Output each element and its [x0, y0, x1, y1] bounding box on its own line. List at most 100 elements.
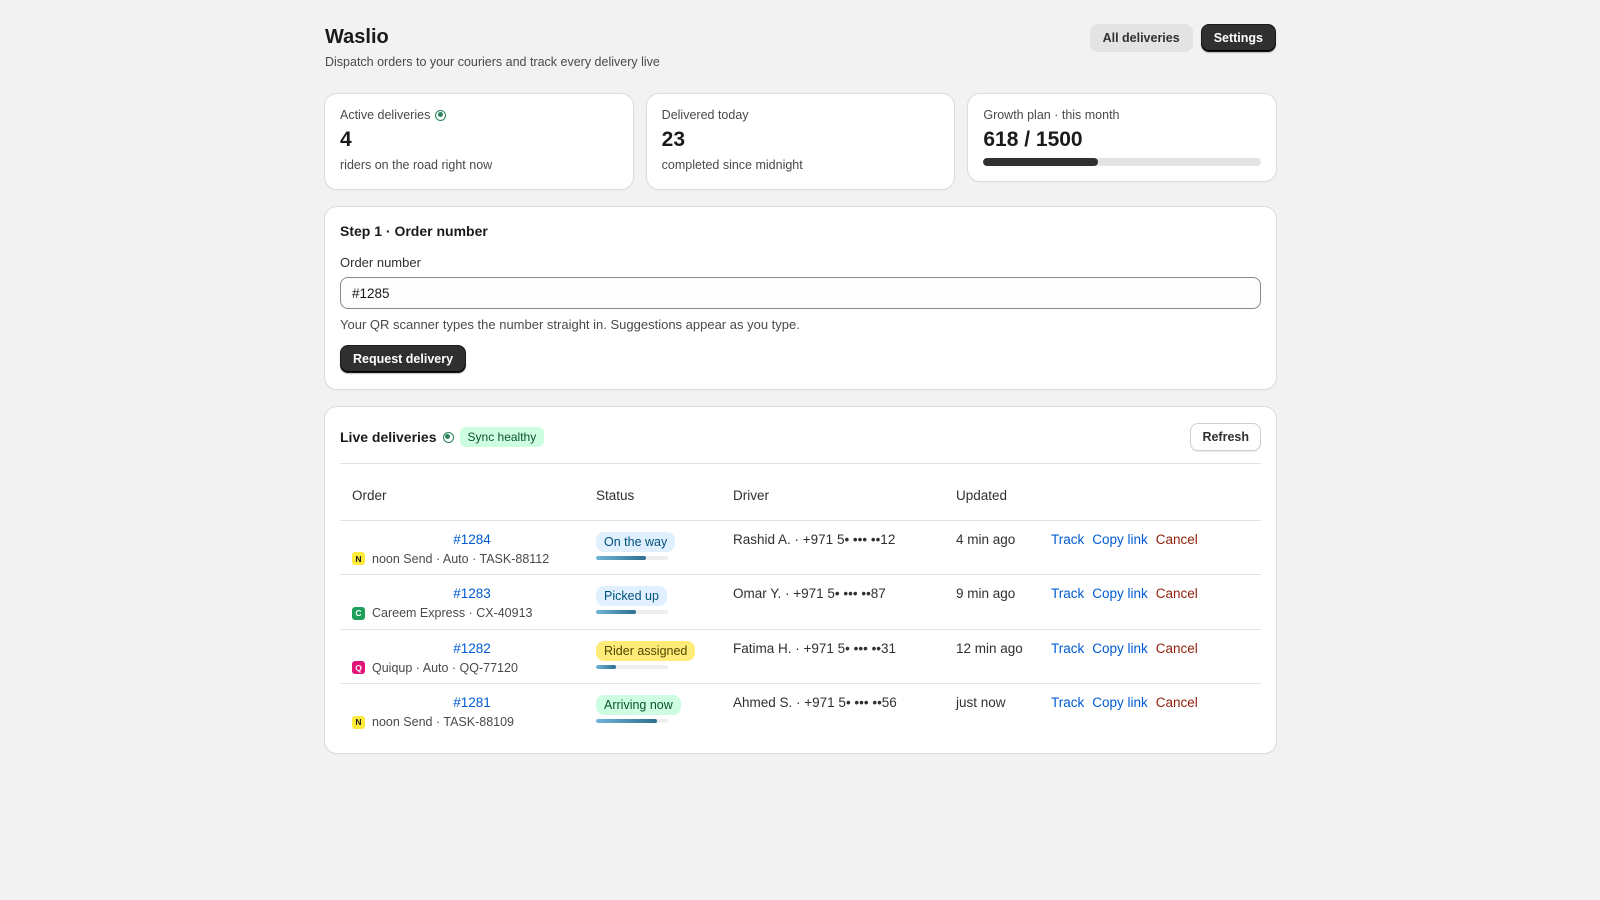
request-delivery-button[interactable]: Request delivery [340, 345, 467, 373]
updated-text: just now [956, 695, 1006, 710]
updated-cell: just now [956, 684, 1051, 739]
driver-text: Ahmed S. · +971 5• ••• ••56 [733, 695, 897, 710]
active-deliveries-value: 4 [340, 128, 352, 151]
header-actions: All deliveries Settings [1089, 24, 1276, 52]
copy-link-link[interactable]: Copy link [1092, 640, 1148, 656]
delivery-progress-bar [596, 555, 668, 560]
delivered-today-label: Delivered today [661, 108, 749, 122]
column-header-driver: Driver [733, 464, 956, 521]
live-deliveries-card: Live deliveries Sync healthy Refresh Ord… [325, 407, 1276, 753]
order-cell: #1283 C Careem Express · CX-40913 [340, 574, 596, 630]
order-number-help-text: Your QR scanner types the number straigh… [340, 317, 800, 332]
sync-status-icon [442, 431, 454, 443]
status-badge: On the way [596, 531, 676, 552]
table-row: #1284 N noon Send · Auto · TASK-88112 On… [340, 520, 1261, 575]
order-link[interactable]: #1283 [453, 586, 491, 601]
delivered-today-value: 23 [661, 128, 686, 151]
deliveries-table: Order Status Driver Updated #1284 N noon… [340, 464, 1261, 738]
track-link[interactable]: Track [1051, 640, 1085, 656]
delivered-today-sub: completed since midnight [661, 158, 803, 172]
active-deliveries-sub: riders on the road right now [340, 158, 493, 172]
driver-text: Fatima H. · +971 5• ••• ••31 [733, 640, 897, 656]
live-deliveries-header: Live deliveries Sync healthy Refresh [340, 423, 1261, 451]
order-cell: #1282 Q Quiqup · Auto · QQ-77120 [340, 629, 596, 684]
courier-logo-icon: Q [352, 661, 365, 674]
courier-logo-icon: N [352, 715, 365, 729]
growth-plan-usage: 618 / 1500 [983, 128, 1083, 151]
order-meta: N noon Send · TASK-88109 [352, 715, 596, 729]
actions-cell: Track Copy link Cancel [1051, 520, 1261, 575]
courier-meta-text: noon Send · TASK-88109 [372, 715, 514, 729]
status-badge: Rider assigned [596, 640, 696, 661]
delivery-progress-fill [596, 664, 617, 669]
row-actions: Track Copy link Cancel [1051, 641, 1261, 656]
growth-plan-label: Growth plan · this month [983, 108, 1120, 122]
status-badge: Picked up [596, 586, 667, 606]
copy-link-link[interactable]: Copy link [1092, 586, 1148, 601]
updated-text: 9 min ago [956, 586, 1016, 601]
all-deliveries-button[interactable]: All deliveries [1089, 24, 1193, 52]
driver-cell: Rashid A. · +971 5• ••• ••12 [733, 520, 956, 575]
delivery-progress-bar [596, 719, 668, 723]
cancel-link[interactable]: Cancel [1155, 531, 1198, 547]
updated-cell: 12 min ago [956, 629, 1051, 684]
growth-plan-progress-fill [983, 158, 1098, 166]
updated-text: 12 min ago [956, 640, 1023, 656]
track-link[interactable]: Track [1051, 695, 1085, 710]
updated-cell: 4 min ago [956, 520, 1051, 575]
track-link[interactable]: Track [1051, 586, 1085, 601]
sync-status-badge: Sync healthy [459, 427, 545, 447]
row-actions: Track Copy link Cancel [1051, 532, 1261, 547]
actions-cell: Track Copy link Cancel [1051, 684, 1261, 739]
delivery-progress-fill [596, 610, 636, 614]
driver-text: Rashid A. · +971 5• ••• ••12 [733, 531, 896, 547]
settings-button[interactable]: Settings [1200, 24, 1276, 52]
stats-row: Active deliveries 4 riders on the road r… [325, 94, 1277, 189]
order-link[interactable]: #1284 [453, 531, 491, 547]
courier-meta-text: noon Send · Auto · TASK-88112 [372, 551, 550, 566]
active-deliveries-label: Active deliveries [340, 108, 431, 122]
status-badge: Arriving now [596, 695, 681, 715]
courier-logo-icon: N [352, 552, 365, 565]
delivery-progress-bar [596, 610, 668, 614]
driver-text: Omar Y. · +971 5• ••• ••87 [733, 586, 886, 601]
column-header-actions [1051, 464, 1261, 521]
updated-text: 4 min ago [956, 531, 1016, 547]
cancel-link[interactable]: Cancel [1155, 695, 1198, 710]
driver-cell: Ahmed S. · +971 5• ••• ••56 [733, 684, 956, 739]
delivered-today-card: Delivered today 23 completed since midni… [646, 94, 955, 189]
order-cell: #1284 N noon Send · Auto · TASK-88112 [340, 520, 596, 575]
order-cell: #1281 N noon Send · TASK-88109 [340, 684, 596, 739]
table-row: #1282 Q Quiqup · Auto · QQ-77120 Rider a… [340, 629, 1261, 684]
updated-cell: 9 min ago [956, 574, 1051, 630]
refresh-button[interactable]: Refresh [1190, 423, 1261, 451]
order-link[interactable]: #1282 [453, 640, 491, 656]
column-header-updated: Updated [956, 464, 1051, 521]
growth-plan-progress-bar [983, 158, 1262, 166]
order-meta: C Careem Express · CX-40913 [352, 606, 596, 620]
table-row: #1283 C Careem Express · CX-40913 Picked… [340, 574, 1261, 630]
app-subtitle: Dispatch orders to your couriers and tra… [325, 55, 660, 69]
courier-meta-text: Quiqup · Auto · QQ-77120 [372, 660, 518, 675]
order-link[interactable]: #1281 [453, 695, 491, 710]
order-number-step-card: Step 1 · Order number Order number Your … [325, 207, 1276, 389]
cancel-link[interactable]: Cancel [1155, 586, 1198, 601]
order-number-input[interactable] [340, 277, 1261, 309]
order-meta: Q Quiqup · Auto · QQ-77120 [352, 661, 596, 675]
status-cell: Arriving now [596, 684, 733, 739]
courier-logo-icon: C [352, 606, 365, 620]
copy-link-link[interactable]: Copy link [1092, 531, 1148, 547]
driver-cell: Fatima H. · +971 5• ••• ••31 [733, 629, 956, 684]
table-row: #1281 N noon Send · TASK-88109 Arriving … [340, 684, 1261, 739]
app-title: Waslio [325, 26, 389, 48]
copy-link-link[interactable]: Copy link [1092, 695, 1148, 710]
header: Waslio Dispatch orders to your couriers … [325, 0, 1276, 92]
divider [340, 463, 1261, 464]
table-header-row: Order Status Driver Updated [340, 464, 1261, 521]
step-title: Step 1 · Order number [340, 223, 488, 239]
driver-cell: Omar Y. · +971 5• ••• ••87 [733, 574, 956, 630]
track-link[interactable]: Track [1051, 531, 1085, 547]
cancel-link[interactable]: Cancel [1155, 640, 1198, 656]
page: Waslio Dispatch orders to your couriers … [325, 0, 1277, 753]
column-header-order: Order [340, 464, 596, 521]
